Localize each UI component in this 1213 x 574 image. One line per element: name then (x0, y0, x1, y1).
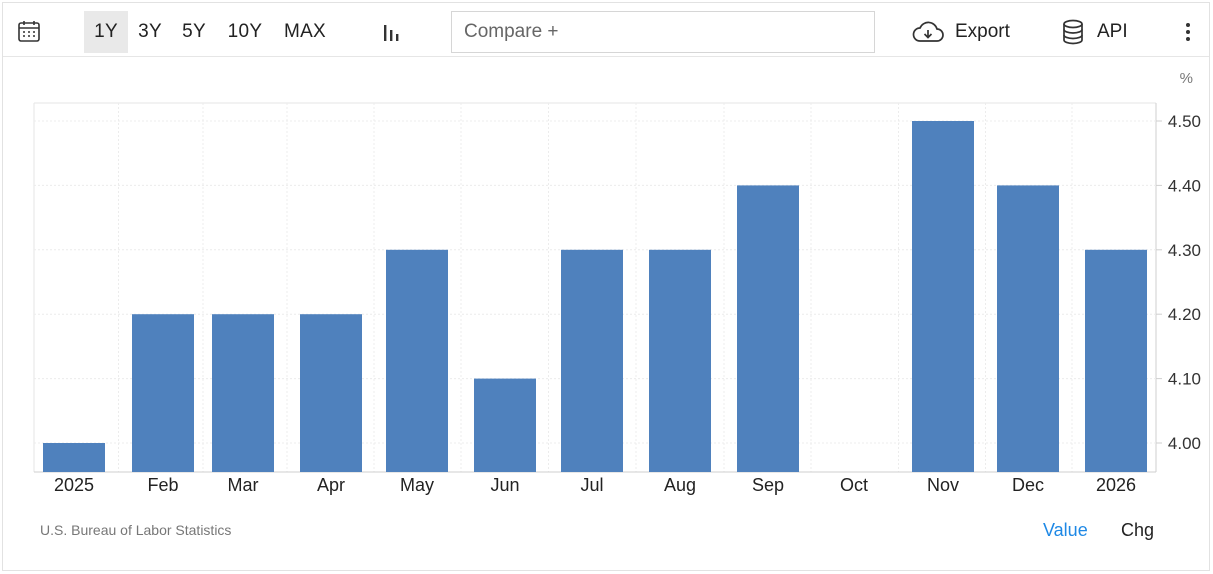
bar-chart-icon-svg (384, 25, 399, 41)
chart-toolbar: 1Y 3Y 5Y 10Y MAX Compare + Export API (3, 3, 1209, 57)
range-1y-button[interactable]: 1Y (84, 11, 128, 53)
export-label: Export (955, 21, 1010, 42)
range-10y-button[interactable]: 10Y (227, 21, 263, 42)
calendar-icon[interactable] (15, 15, 43, 47)
range-max-button[interactable]: MAX (283, 21, 327, 42)
data-source: U.S. Bureau of Labor Statistics (40, 522, 232, 538)
database-icon (1063, 19, 1083, 45)
vertical-dots-icon[interactable] (1176, 15, 1200, 49)
calendar-icon-svg (18, 21, 40, 42)
vertical-dots-icon-svg (1186, 23, 1190, 41)
export-button[interactable]: Export (911, 15, 1010, 49)
compare-input[interactable]: Compare + (451, 11, 875, 53)
api-label: API (1097, 21, 1128, 42)
api-button[interactable]: API (1061, 15, 1128, 49)
chg-toggle[interactable]: Chg (1121, 520, 1155, 540)
range-5y-button[interactable]: 5Y (182, 21, 206, 42)
bar-chart-icon[interactable] (377, 17, 405, 47)
cloud-download-icon (912, 21, 944, 42)
value-toggle[interactable]: Value (1043, 520, 1088, 540)
range-3y-button[interactable]: 3Y (138, 21, 162, 42)
